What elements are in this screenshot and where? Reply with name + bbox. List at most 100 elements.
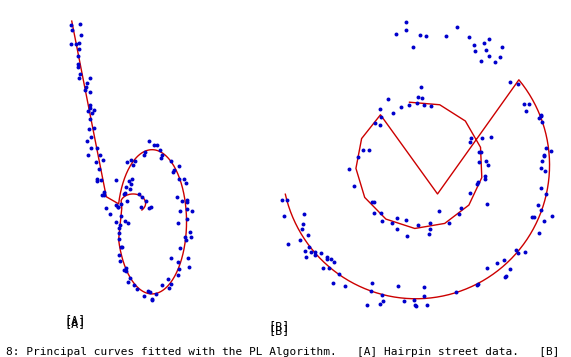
Point <box>536 185 545 191</box>
Point <box>144 138 154 144</box>
Point <box>389 110 398 116</box>
Point <box>483 162 492 168</box>
Point <box>147 297 156 303</box>
Point <box>121 268 130 273</box>
Point <box>181 180 190 186</box>
Point <box>378 292 387 297</box>
Point <box>91 159 100 165</box>
Point <box>376 301 385 306</box>
Point <box>115 222 124 228</box>
Point <box>444 220 453 226</box>
Point <box>370 199 379 205</box>
Point <box>119 192 128 197</box>
Point <box>420 293 429 299</box>
Point <box>120 218 130 223</box>
Point <box>513 81 522 87</box>
Point <box>82 80 91 86</box>
Point <box>175 176 184 182</box>
Point <box>452 289 461 295</box>
Point <box>419 284 428 290</box>
Point <box>329 259 339 265</box>
Point <box>388 220 397 225</box>
Point <box>111 177 120 183</box>
Point <box>280 213 289 219</box>
Point <box>441 34 450 39</box>
Point <box>96 177 106 182</box>
Point <box>86 145 95 151</box>
Point <box>81 84 90 90</box>
Point <box>420 102 429 108</box>
Point <box>126 186 135 192</box>
Point <box>128 162 138 168</box>
Point <box>153 142 162 148</box>
Point <box>530 214 539 220</box>
Point <box>505 79 514 85</box>
Point <box>115 230 124 236</box>
Point <box>310 250 319 255</box>
Point <box>401 217 411 223</box>
Point <box>411 302 420 308</box>
Point <box>147 205 156 210</box>
Point <box>301 248 310 254</box>
Point <box>137 194 146 200</box>
Point <box>143 288 152 294</box>
Point <box>185 229 194 235</box>
Point <box>182 237 191 243</box>
Point <box>540 152 549 158</box>
Point <box>158 282 167 287</box>
Point <box>379 298 388 303</box>
Point <box>473 282 482 288</box>
Point <box>115 258 124 264</box>
Point <box>164 285 174 291</box>
Point <box>511 247 520 253</box>
Point <box>123 220 132 226</box>
Point <box>147 296 156 302</box>
Point <box>106 211 115 217</box>
Point <box>111 202 120 208</box>
Point <box>85 105 94 111</box>
Point <box>99 190 108 195</box>
Point <box>168 170 178 175</box>
Point <box>454 211 463 217</box>
Point <box>401 27 410 32</box>
Point <box>434 208 443 214</box>
Point <box>452 25 461 30</box>
Point <box>425 226 435 231</box>
Point <box>539 153 548 159</box>
Point <box>353 154 363 160</box>
Point <box>528 214 537 220</box>
Point <box>421 33 431 39</box>
Point <box>369 210 379 216</box>
Point <box>371 120 380 126</box>
Point <box>482 265 492 271</box>
Text: [B]: [B] <box>268 321 289 333</box>
Point <box>86 89 95 94</box>
Point <box>425 220 435 226</box>
Point <box>465 190 474 196</box>
Point <box>471 48 480 54</box>
Point <box>359 147 368 153</box>
Point <box>169 167 178 173</box>
Point <box>89 107 98 113</box>
Point <box>173 272 182 278</box>
Point <box>126 181 135 187</box>
Point <box>412 100 421 106</box>
Point <box>490 60 500 65</box>
Point <box>376 115 385 120</box>
Point <box>87 110 96 116</box>
Point <box>481 47 490 52</box>
Point <box>473 281 482 287</box>
Point <box>506 266 515 272</box>
Point <box>178 198 187 204</box>
Point <box>298 221 307 226</box>
Point <box>75 21 85 26</box>
Point <box>146 290 155 295</box>
Point <box>413 95 423 100</box>
Point <box>401 19 411 25</box>
Point <box>464 34 473 40</box>
Point <box>74 75 83 81</box>
Point <box>86 102 95 108</box>
Point <box>413 222 423 228</box>
Text: [B]: [B] <box>268 323 289 337</box>
Point <box>473 181 482 187</box>
